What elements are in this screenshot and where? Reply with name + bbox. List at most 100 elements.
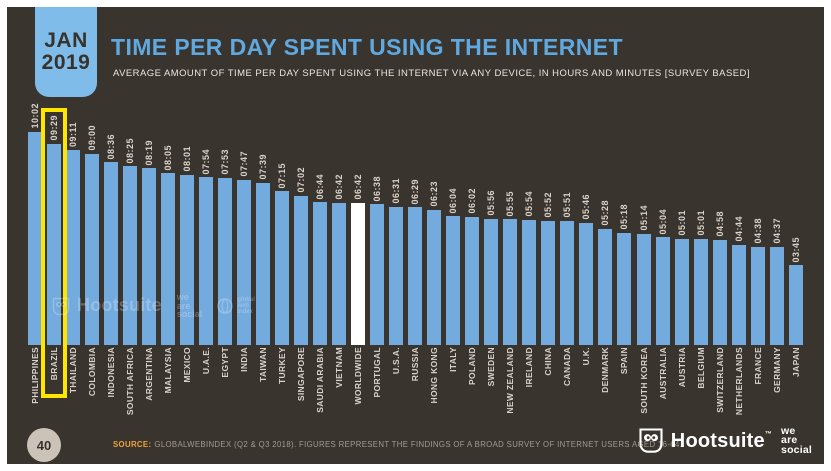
- bar-value-label: 07:02: [295, 167, 306, 193]
- bar-slot-ireland: 05:54: [520, 191, 539, 345]
- bar-slot-india: 07:47: [234, 151, 253, 345]
- bar-value-label: 06:42: [334, 174, 345, 200]
- watermark-hootsuite-text: Hootsuite: [77, 295, 162, 316]
- category-slot: NETHERLANDS: [729, 347, 748, 415]
- was-line: are: [781, 434, 798, 447]
- bar-value-label: 06:31: [391, 178, 402, 204]
- category-slot: U.S.A.: [387, 347, 406, 374]
- category-label-australia: AUSTRALIA: [657, 347, 668, 400]
- category-slot: TURKEY: [272, 347, 291, 384]
- category-slot: INDIA: [234, 347, 253, 372]
- bar-slot-japan: 03:45: [786, 237, 805, 345]
- bar-slot-portugal: 06:38: [368, 176, 387, 345]
- category-slot: VIETNAM: [330, 347, 349, 388]
- category-label-worldwide: WORLDWIDE: [353, 347, 364, 405]
- bar-value-label: 06:44: [314, 173, 325, 200]
- bar-value-label: 05:01: [676, 209, 687, 236]
- bar-value-label: 07:54: [200, 148, 211, 175]
- bar-slot-switzerland: 04:58: [710, 211, 729, 345]
- bar-sweden: [484, 219, 499, 345]
- slide-background: JAN 2019 TIME PER DAY SPENT USING THE IN…: [7, 7, 824, 464]
- category-label-russia: RUSSIA: [410, 347, 421, 382]
- category-label-u-s-a: U.S.A.: [391, 347, 402, 375]
- category-label-india: INDIA: [238, 347, 249, 372]
- bar-slot-malaysia: 08:05: [158, 145, 177, 345]
- hootsuite-logo: Hootsuite™: [637, 426, 772, 456]
- category-slot: GERMANY: [767, 347, 786, 393]
- bar-spain: [617, 232, 632, 345]
- bar-value-label: 06:29: [410, 178, 421, 205]
- bar-slot-singapore: 07:02: [291, 167, 310, 345]
- category-label-ireland: IRELAND: [524, 347, 535, 388]
- bar-thailand: [65, 150, 80, 345]
- bar-value-label: 08:25: [124, 137, 135, 164]
- bar-worldwide: [351, 202, 366, 345]
- bar-u-s-a: [389, 206, 404, 345]
- bar-italy: [446, 216, 461, 345]
- category-label-u-k: U.K.: [581, 347, 592, 366]
- bar-slot-austria: 05:01: [672, 210, 691, 345]
- category-label-egypt: EGYPT: [219, 347, 230, 378]
- bar-france: [750, 246, 765, 345]
- category-label-china: CHINA: [543, 347, 554, 376]
- category-label-spain: SPAIN: [619, 347, 630, 375]
- category-slot: AUSTRIA: [672, 347, 691, 387]
- category-slot: SOUTH AFRICA: [120, 347, 139, 415]
- bar-slot-u-k: 05:46: [577, 194, 596, 345]
- category-slot: INDONESIA: [101, 347, 120, 397]
- bar-denmark: [598, 228, 613, 345]
- category-label-germany: GERMANY: [771, 347, 782, 393]
- category-slot: MEXICO: [177, 347, 196, 383]
- globalwebindex-text: global web index: [237, 297, 255, 315]
- bar-value-label: 05:52: [543, 191, 554, 218]
- bar-slot-china: 05:52: [539, 192, 558, 345]
- category-slot: CANADA: [558, 347, 577, 386]
- bar-turkey: [274, 191, 289, 345]
- bar-slot-netherlands: 04:44: [729, 216, 748, 345]
- category-label-switzerland: SWITZERLAND: [714, 347, 725, 413]
- category-slot: SOUTH KOREA: [634, 347, 653, 414]
- bar-slot-argentina: 08:19: [139, 140, 158, 345]
- bar-slot-south-korea: 05:14: [634, 205, 653, 345]
- bar-slot-egypt: 07:53: [215, 149, 234, 345]
- category-slot: COLOMBIA: [82, 347, 101, 396]
- bar-value-label: 05:28: [600, 200, 611, 226]
- category-label-singapore: SINGAPORE: [295, 347, 306, 402]
- category-label-saudi-arabia: SAUDI ARABIA: [314, 347, 325, 413]
- bar-value-label: 08:36: [105, 133, 116, 160]
- bar-slot-saudi-arabia: 06:44: [310, 174, 329, 345]
- category-label-japan: JAPAN: [790, 347, 801, 377]
- watermark-was-line: we: [176, 292, 189, 302]
- was-line: we: [781, 424, 796, 437]
- was-line: social: [781, 443, 812, 456]
- bar-value-label: 04:44: [733, 215, 744, 242]
- watermark-gwi-line: global: [237, 296, 255, 303]
- category-label-u-a-e: U.A.E.: [200, 347, 211, 375]
- bar-value-label: 05:56: [486, 190, 497, 216]
- category-label-vietnam: VIETNAM: [334, 347, 345, 388]
- bar-south-korea: [636, 233, 651, 345]
- bar-slot-hong-kong: 06:23: [425, 181, 444, 345]
- globalwebindex-icon: [217, 298, 234, 314]
- source-text: GLOBALWEBINDEX (Q2 & Q3 2018). FIGURES R…: [154, 440, 683, 449]
- category-label-netherlands: NETHERLANDS: [733, 347, 744, 416]
- category-slot: SPAIN: [615, 347, 634, 374]
- category-label-canada: CANADA: [562, 347, 573, 386]
- bar-slot-spain: 05:18: [615, 204, 634, 345]
- category-label-taiwan: TAIWAN: [257, 347, 268, 382]
- hootsuite-text: Hootsuite: [670, 430, 765, 452]
- bar-china: [541, 220, 556, 345]
- source-note: SOURCE: GLOBALWEBINDEX (Q2 & Q3 2018). FI…: [113, 440, 682, 449]
- bar-value-label: 05:18: [619, 203, 630, 230]
- bar-slot-denmark: 05:28: [596, 200, 615, 345]
- bar-slot-new-zealand: 05:55: [501, 191, 520, 345]
- category-label-argentina: ARGENTINA: [143, 347, 154, 401]
- category-slot: AUSTRALIA: [653, 347, 672, 399]
- category-slot: SINGAPORE: [291, 347, 310, 401]
- page-number-badge: 40: [27, 428, 61, 462]
- category-slot: MALAYSIA: [158, 347, 177, 393]
- trademark-symbol: ™: [764, 431, 773, 438]
- bar-value-label: 06:38: [372, 175, 383, 202]
- bar-slot-vietnam: 06:42: [330, 174, 349, 345]
